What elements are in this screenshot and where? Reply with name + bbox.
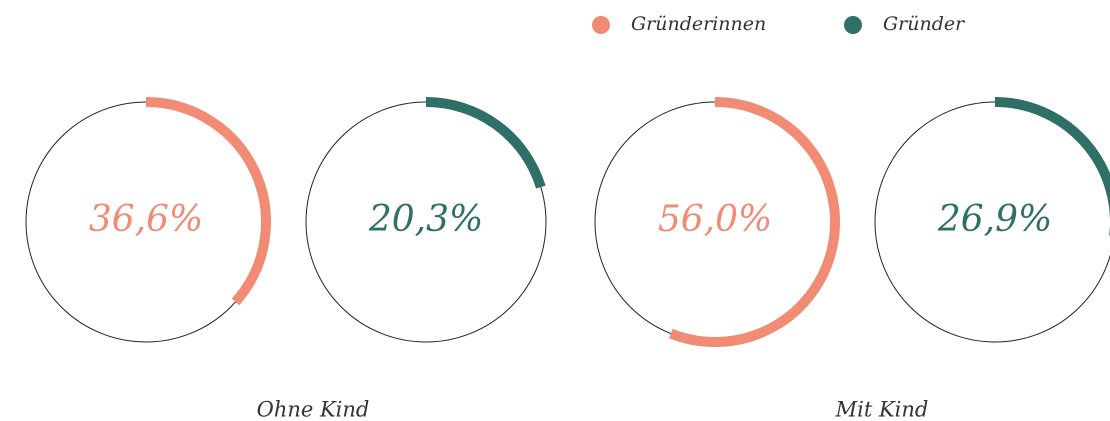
legend-dot [844,16,862,34]
value-label: 36,6% [89,199,203,240]
legend-label: Gründerinnen [631,13,766,35]
value-label: 26,9% [937,199,1052,240]
ring-arc [994,97,1110,236]
ring-arc [425,97,546,189]
ring-arc [668,97,840,347]
legend-dot [592,16,610,34]
ring-arc [145,97,271,306]
value-label: 20,3% [368,199,483,240]
value-label: 56,0% [658,199,772,240]
legend-label: Gründer [883,13,966,35]
category-label: Mit Kind [835,398,929,421]
category-label: Ohne Kind [257,398,370,421]
